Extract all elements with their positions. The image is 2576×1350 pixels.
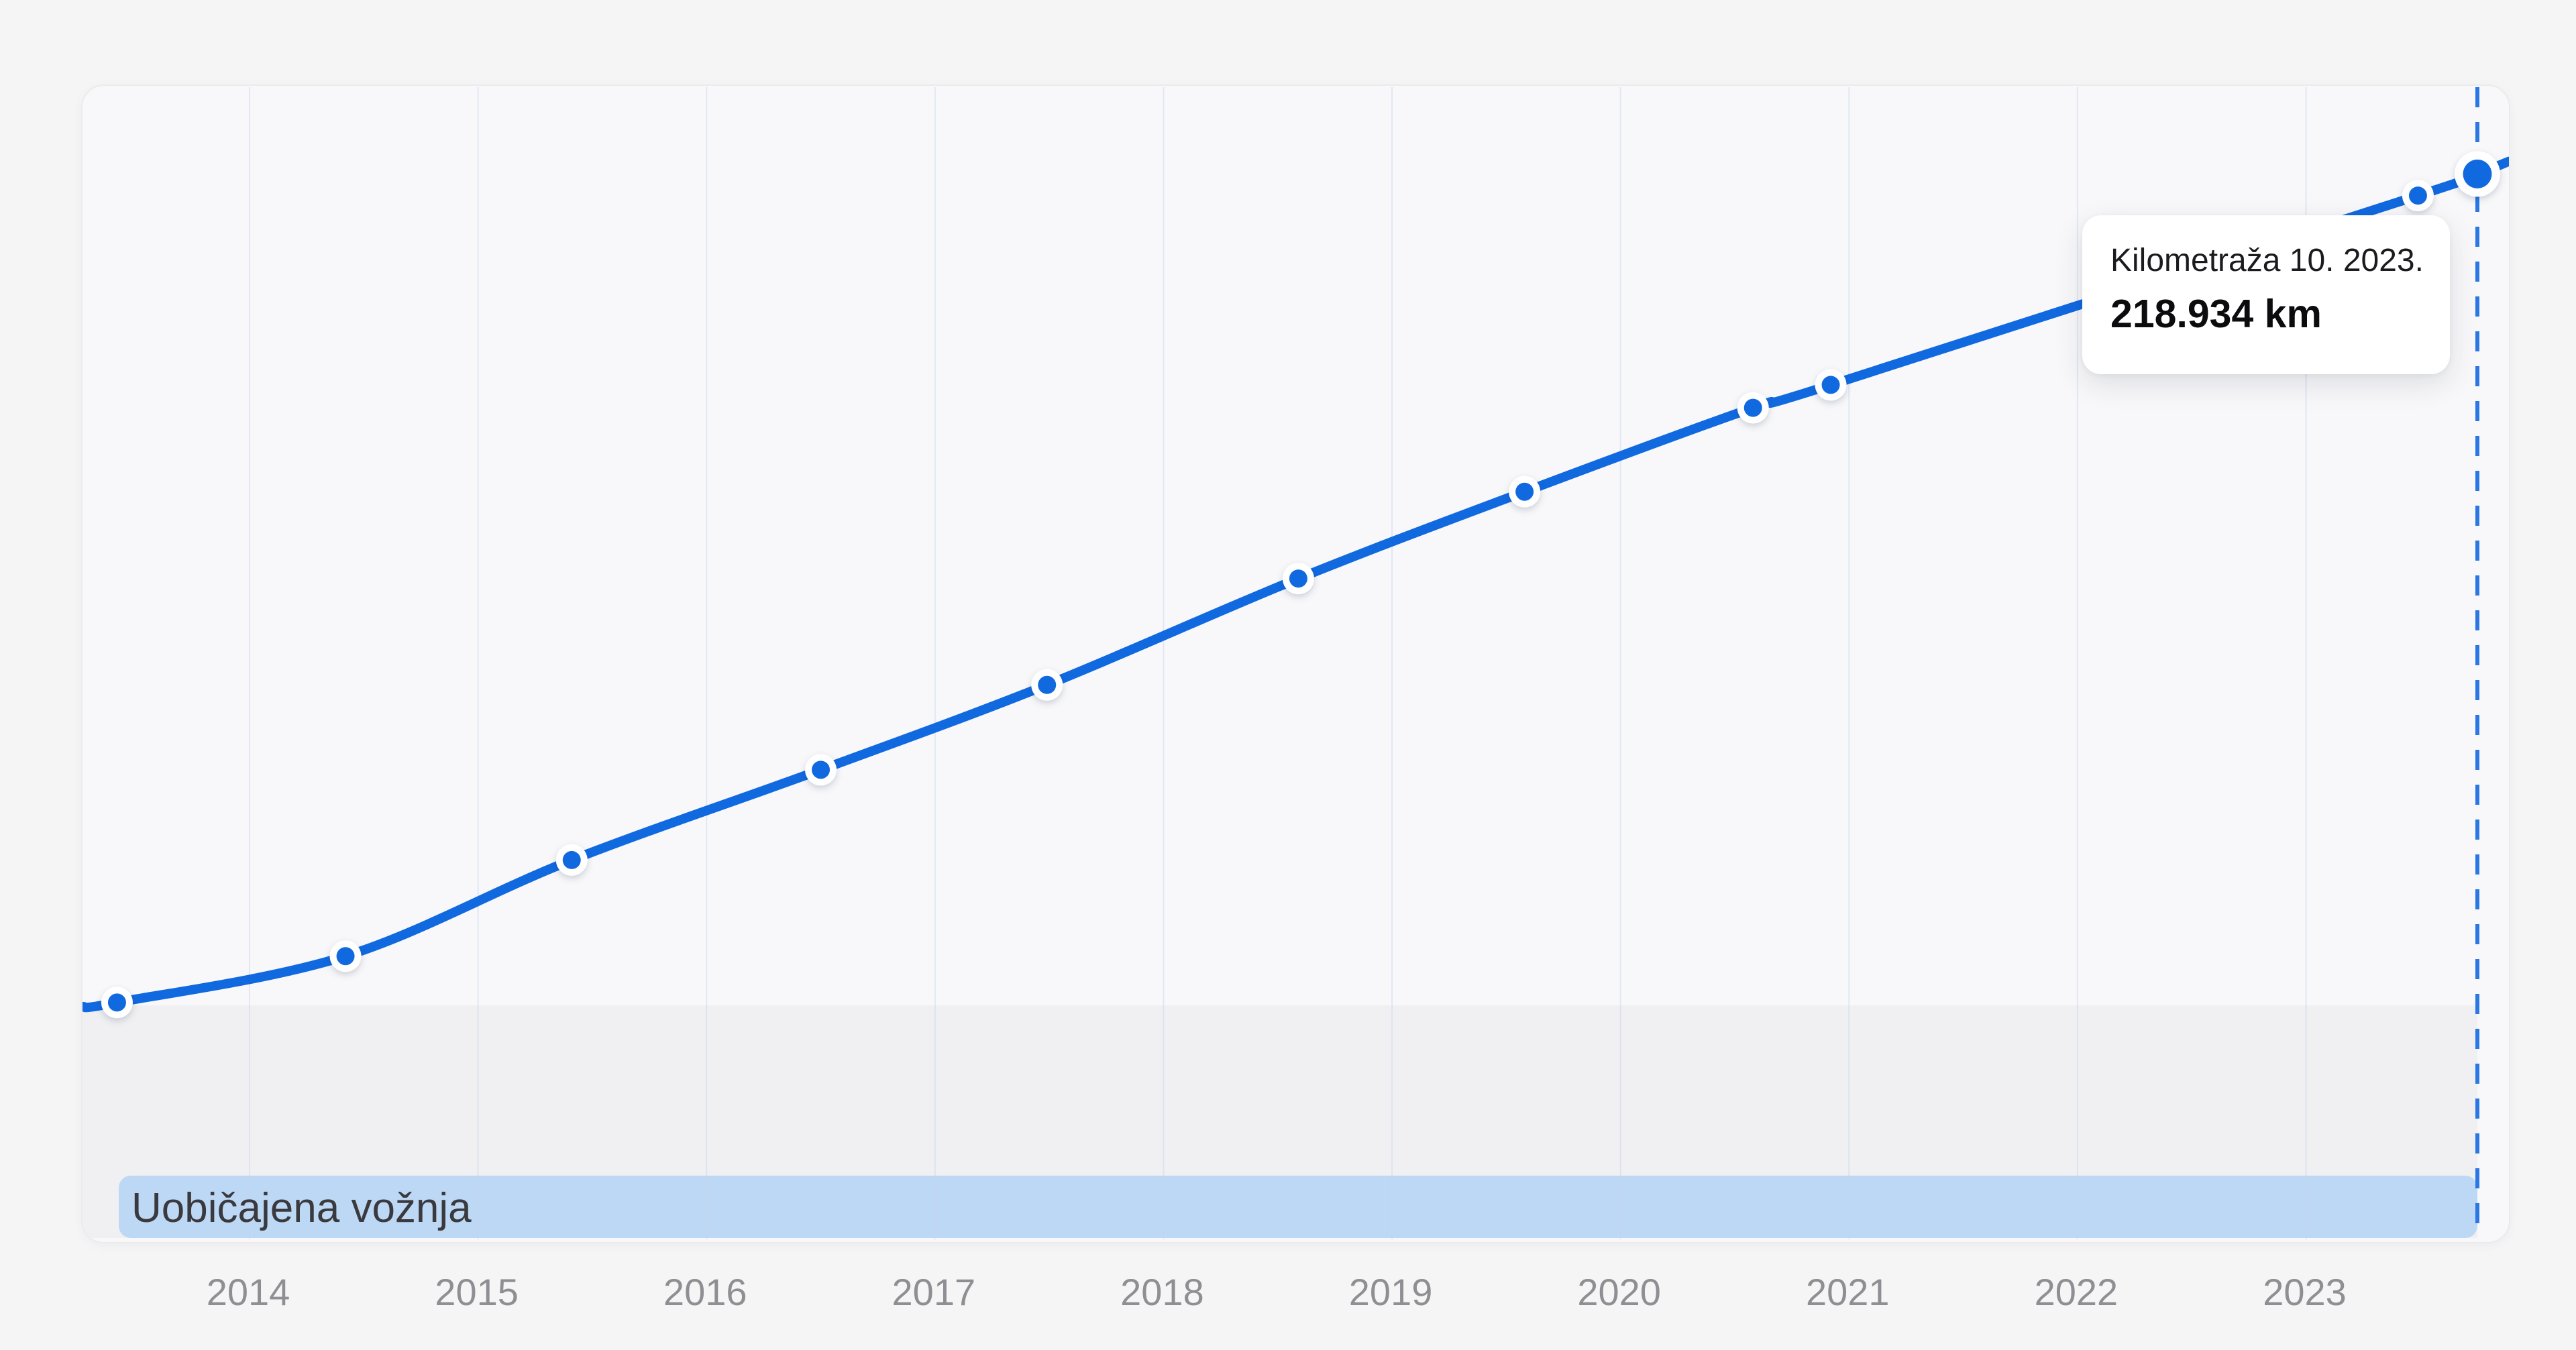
mileage-tooltip: Kilometraža 10. 2023. 218.934 km xyxy=(2082,215,2450,374)
data-points-layer xyxy=(101,151,2500,1019)
x-axis-label: 2016 xyxy=(663,1271,747,1313)
data-point-dot xyxy=(812,761,830,779)
usual-driving-strip xyxy=(119,1176,2477,1238)
data-point-dot xyxy=(1743,398,1762,417)
data-point-dot xyxy=(1821,376,1840,394)
data-point-dot xyxy=(562,850,581,869)
data-point-dot xyxy=(336,947,355,966)
data-point-dot xyxy=(107,993,126,1012)
usual-driving-band-label: Uobičajena vožnja xyxy=(131,1185,472,1231)
x-axis-label: 2019 xyxy=(1348,1271,1433,1313)
data-point-dot xyxy=(1515,482,1534,501)
data-point-dot xyxy=(1038,675,1057,694)
tooltip-value: 218.934 km xyxy=(2110,292,2322,336)
x-axis-label: 2023 xyxy=(2263,1271,2347,1313)
x-axis-label: 2020 xyxy=(1577,1271,1661,1313)
mileage-line-chart xyxy=(83,87,2509,1239)
x-axis-label: 2021 xyxy=(1806,1271,1890,1313)
x-axis-label: 2014 xyxy=(206,1271,290,1313)
data-point-dot xyxy=(2408,186,2427,205)
x-axis-label: 2018 xyxy=(1120,1271,1204,1313)
tooltip-title: Kilometraža 10. 2023. xyxy=(2110,243,2424,278)
x-axis-label: 2022 xyxy=(2034,1271,2118,1313)
data-point-dot xyxy=(2463,159,2492,188)
data-point-dot xyxy=(1289,569,1307,588)
x-axis-label: 2015 xyxy=(435,1271,519,1313)
x-axis-label: 2017 xyxy=(892,1271,976,1313)
